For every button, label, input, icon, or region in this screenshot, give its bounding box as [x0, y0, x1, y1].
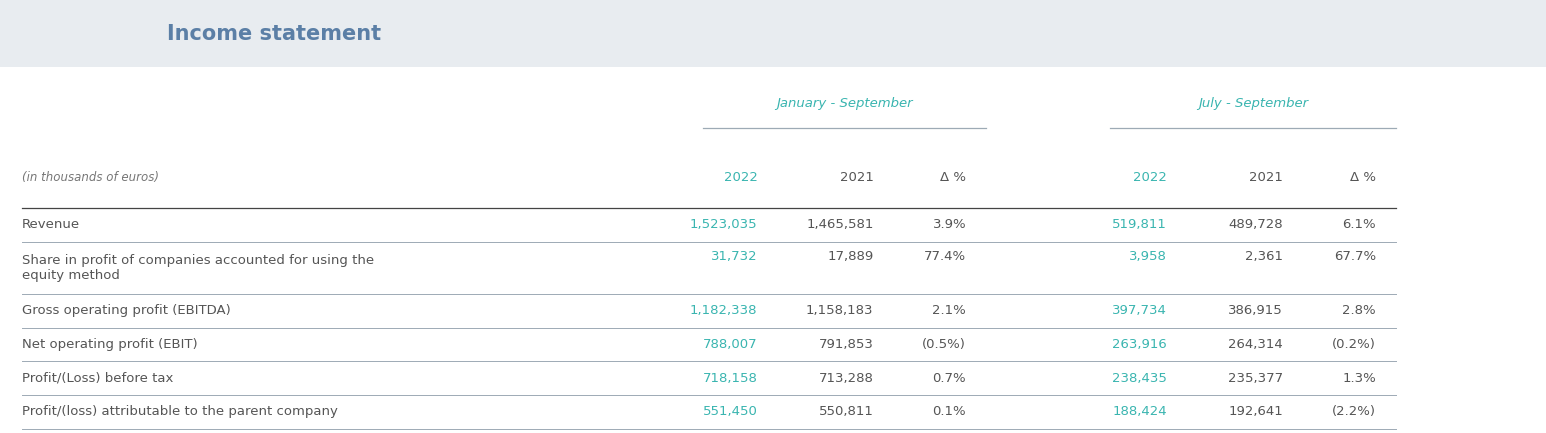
Text: (2.2%): (2.2%): [1333, 405, 1376, 418]
Text: 386,915: 386,915: [1229, 304, 1283, 317]
FancyBboxPatch shape: [0, 67, 1546, 433]
Text: 3,958: 3,958: [1130, 250, 1167, 263]
Text: 519,811: 519,811: [1113, 218, 1167, 231]
Text: January - September: January - September: [776, 97, 914, 110]
Text: 2021: 2021: [839, 171, 873, 184]
Text: 192,641: 192,641: [1229, 405, 1283, 418]
Text: 188,424: 188,424: [1113, 405, 1167, 418]
FancyBboxPatch shape: [0, 327, 1546, 361]
Text: 788,007: 788,007: [703, 338, 758, 351]
FancyBboxPatch shape: [0, 294, 1546, 327]
Text: 77.4%: 77.4%: [925, 250, 966, 263]
FancyBboxPatch shape: [0, 242, 1546, 294]
Text: 2022: 2022: [724, 171, 758, 184]
Text: Profit/(Loss) before tax: Profit/(Loss) before tax: [22, 372, 173, 385]
Text: 1,182,338: 1,182,338: [690, 304, 758, 317]
Text: 2021: 2021: [1249, 171, 1283, 184]
Text: 713,288: 713,288: [819, 372, 873, 385]
Text: 2,361: 2,361: [1245, 250, 1283, 263]
FancyBboxPatch shape: [0, 361, 1546, 395]
Text: (0.2%): (0.2%): [1333, 338, 1376, 351]
Text: 2.8%: 2.8%: [1342, 304, 1376, 317]
Text: Revenue: Revenue: [22, 218, 80, 231]
Text: 0.1%: 0.1%: [932, 405, 966, 418]
Text: 0.7%: 0.7%: [932, 372, 966, 385]
Text: Δ %: Δ %: [940, 171, 966, 184]
Text: 264,314: 264,314: [1229, 338, 1283, 351]
Text: 397,734: 397,734: [1113, 304, 1167, 317]
FancyBboxPatch shape: [0, 0, 1546, 67]
Text: 2022: 2022: [1133, 171, 1167, 184]
Text: 263,916: 263,916: [1113, 338, 1167, 351]
Text: 31,732: 31,732: [711, 250, 758, 263]
Text: Income statement: Income statement: [167, 23, 382, 44]
Text: 238,435: 238,435: [1113, 372, 1167, 385]
Text: 6.1%: 6.1%: [1342, 218, 1376, 231]
Text: 489,728: 489,728: [1229, 218, 1283, 231]
Text: (in thousands of euros): (in thousands of euros): [22, 171, 159, 184]
FancyBboxPatch shape: [0, 208, 1546, 242]
Text: 2.1%: 2.1%: [932, 304, 966, 317]
Text: 550,811: 550,811: [819, 405, 873, 418]
Text: 67.7%: 67.7%: [1334, 250, 1376, 263]
Text: 1,523,035: 1,523,035: [690, 218, 758, 231]
Text: 718,158: 718,158: [703, 372, 758, 385]
Text: 1,158,183: 1,158,183: [805, 304, 873, 317]
Text: 791,853: 791,853: [819, 338, 873, 351]
Text: Gross operating profit (EBITDA): Gross operating profit (EBITDA): [22, 304, 230, 317]
Text: 1.3%: 1.3%: [1342, 372, 1376, 385]
Text: 235,377: 235,377: [1228, 372, 1283, 385]
Text: July - September: July - September: [1198, 97, 1308, 110]
Text: Share in profit of companies accounted for using the
equity method: Share in profit of companies accounted f…: [22, 254, 374, 282]
FancyBboxPatch shape: [0, 395, 1546, 429]
Text: Profit/(loss) attributable to the parent company: Profit/(loss) attributable to the parent…: [22, 405, 337, 418]
Text: 17,889: 17,889: [827, 250, 873, 263]
Text: 3.9%: 3.9%: [932, 218, 966, 231]
Text: Net operating profit (EBIT): Net operating profit (EBIT): [22, 338, 198, 351]
Text: (0.5%): (0.5%): [923, 338, 966, 351]
Text: 551,450: 551,450: [703, 405, 758, 418]
Text: Δ %: Δ %: [1350, 171, 1376, 184]
Text: 1,465,581: 1,465,581: [805, 218, 873, 231]
